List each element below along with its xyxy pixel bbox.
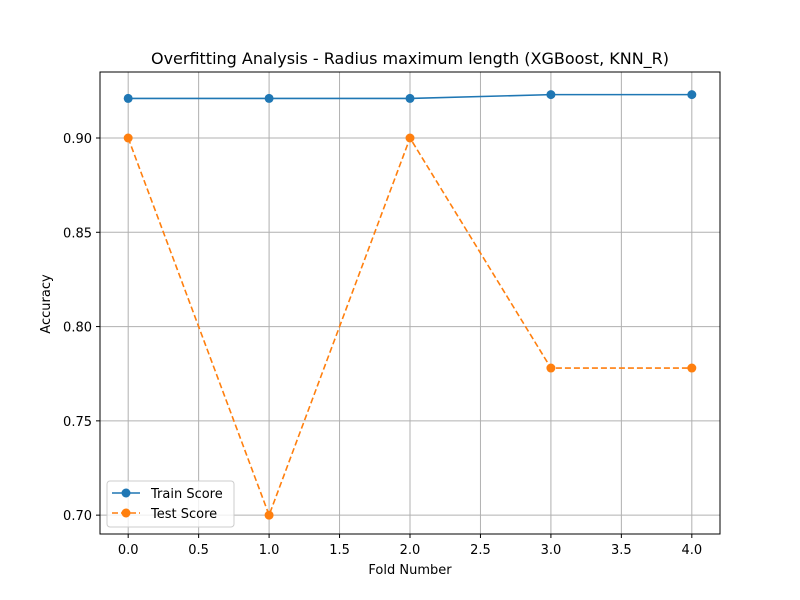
x-tick-label: 2.0	[400, 543, 421, 558]
y-tick-label: 0.90	[63, 132, 92, 147]
x-tick-label: 0.0	[118, 543, 139, 558]
series-1-point	[123, 133, 133, 143]
x-tick-label: 2.5	[470, 543, 491, 558]
series-0-point	[405, 93, 415, 103]
series-layer	[123, 90, 697, 520]
legend-marker-0	[121, 488, 131, 498]
series-1-point	[687, 363, 697, 373]
series-0-point	[123, 93, 133, 103]
x-tick-label: 4.0	[681, 543, 702, 558]
series-1-point	[264, 510, 274, 520]
x-tick-label: 0.5	[188, 543, 209, 558]
y-tick-label: 0.75	[63, 415, 92, 430]
x-tick-label: 1.5	[329, 543, 350, 558]
ticks-layer: 0.0 0.5 1.0 1.5 2.0 2.5 3.0 3.5 4.0 0.70 0.75 0.80 0…	[63, 132, 702, 558]
series-1-point	[546, 363, 556, 373]
x-axis-label: Fold Number	[368, 563, 452, 578]
y-tick-label: 0.70	[63, 509, 92, 524]
y-axis-label: Accuracy	[39, 274, 54, 334]
x-tick-label: 1.0	[259, 543, 280, 558]
series-0-point	[687, 90, 697, 100]
series-0-point	[546, 90, 556, 100]
x-tick-label: 3.5	[611, 543, 632, 558]
y-tick-label: 0.80	[63, 321, 92, 336]
series-0-point	[264, 93, 274, 103]
x-tick-label: 3.0	[541, 543, 562, 558]
legend-label-1: Test Score	[150, 507, 217, 522]
series-1-point	[405, 133, 415, 143]
y-tick-label: 0.85	[63, 226, 92, 241]
chart-title: Overfitting Analysis - Radius maximum le…	[151, 49, 669, 69]
legend: Train Score Test Score	[106, 480, 235, 528]
legend-marker-1	[121, 508, 131, 518]
legend-label-0: Train Score	[150, 487, 223, 502]
